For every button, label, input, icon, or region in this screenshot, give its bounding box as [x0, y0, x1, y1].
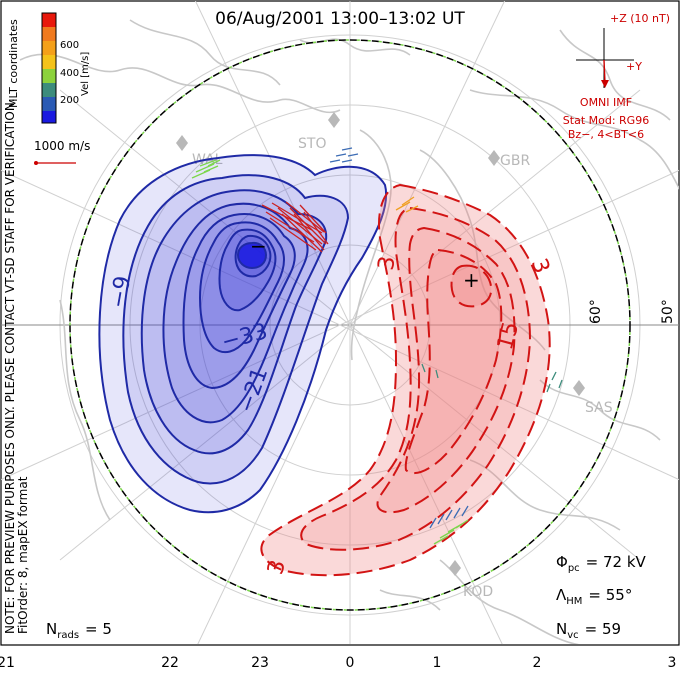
- pos-contour-core: [450, 264, 493, 308]
- velocity-vectors: [191, 147, 563, 545]
- negative-potential-cell: [98, 154, 388, 514]
- preview-notice: NOTE: FOR PREVIEW PURPOSES ONLY. PLEASE …: [3, 98, 17, 634]
- imf-axis-y-label: +Y: [626, 60, 642, 73]
- latitude-label-50: 50°: [660, 299, 676, 324]
- station-label-sto: STO: [298, 136, 326, 152]
- lat-lon-grid: [1, 1, 679, 645]
- coordinate-label: MLT coordinates: [7, 19, 20, 108]
- mlt-tick-2: 2: [533, 655, 542, 671]
- mlt-tick-22: 22: [161, 655, 179, 671]
- stat-n-rads: Nrads = 5: [46, 620, 112, 641]
- latitude-label-60: 60°: [588, 299, 604, 324]
- scale-vector-label: 1000 m/s: [34, 139, 90, 153]
- positive-potential-cell: [260, 183, 551, 577]
- colorbar-label: Vel [m/s]: [80, 52, 91, 96]
- potential-max-marker: +: [463, 268, 480, 292]
- imf-model-label: Stat Mod: RG96: [563, 114, 649, 127]
- contour-label-pos-3a: 3: [374, 254, 401, 272]
- contour-label-neg-9: −9: [106, 274, 136, 310]
- station-markers: [176, 112, 585, 576]
- colorbar-tick-400: 400: [60, 68, 79, 79]
- imf-source-label: OMNI IMF: [580, 96, 632, 109]
- colorbar-tick-200: 200: [60, 95, 79, 106]
- station-label-sas: SAS: [585, 400, 613, 416]
- map-title: 06/Aug/2001 13:00–13:02 UT: [215, 9, 465, 29]
- svg-text:Φpc= 72 kV: Φpc = 72 kV: [556, 553, 647, 574]
- mlt-tick-3: 3: [668, 655, 677, 671]
- mlt-tick-1: 1: [433, 655, 442, 671]
- imf-axis-z-label: +Z (10 nT): [610, 12, 670, 25]
- imf-vector-head: [601, 80, 609, 88]
- station-label-gbr: GBR: [500, 153, 530, 169]
- velocity-colorbar: [41, 12, 57, 124]
- contour-label-pos-3c: 3: [263, 557, 291, 577]
- potential-min-marker: −: [250, 234, 267, 258]
- stat-cross-polar-potential: Φpc = 72 kV: [556, 553, 647, 574]
- stat-hm-latitude: ΛHM = 55°: [556, 586, 632, 607]
- pos-contour-4: [404, 248, 503, 475]
- svg-text:Nvc= 59: Nvc = 59: [556, 620, 621, 641]
- svg-text:ΛHM= 55°: ΛHM = 55°: [556, 586, 632, 607]
- mlt-tick-0: 0: [346, 655, 355, 671]
- pos-contour-2: [300, 206, 532, 551]
- hm-boundary: [69, 39, 631, 611]
- mlt-tick-21: 21: [0, 655, 15, 671]
- fit-order-note: FitOrder: 8, mapEX format: [16, 476, 30, 634]
- plot-frame: [0, 0, 680, 646]
- station-label-kod: KOD: [463, 584, 493, 600]
- neg-contour-core: [236, 241, 268, 270]
- imf-vector: [603, 59, 606, 84]
- colorbar-tick-600: 600: [60, 40, 79, 51]
- stat-n-vectors: Nvc = 59: [556, 620, 621, 641]
- neg-contour-3: [140, 189, 328, 455]
- imf-condition-label: Bz−, 4<BT<6: [568, 128, 644, 141]
- mlt-tick-23: 23: [251, 655, 269, 671]
- hm-boundary-green: [69, 39, 631, 611]
- scale-vector-dot: [34, 161, 38, 165]
- svg-text:Nrads= 5: Nrads = 5: [46, 620, 112, 641]
